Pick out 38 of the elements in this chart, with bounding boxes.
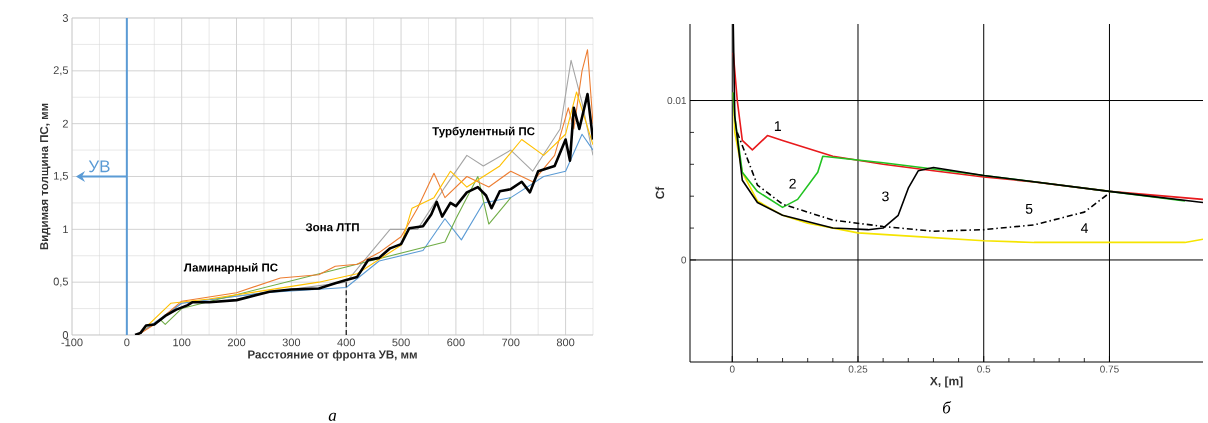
x-tick-label: 200 xyxy=(227,338,246,347)
y-axis-title: Cf xyxy=(655,186,665,199)
text: б xyxy=(942,401,952,414)
x-axis-title: Расстояние от фронта УВ, мм xyxy=(248,350,417,361)
x-tick-label: -100 xyxy=(61,338,83,347)
annotation: 4 xyxy=(1080,223,1088,233)
line-series xyxy=(159,175,512,325)
y-tick-label: 0.01 xyxy=(667,96,686,105)
annotation: 5 xyxy=(1025,204,1033,214)
y-tick-label: 0 xyxy=(62,331,69,339)
x-tick-label: 600 xyxy=(447,338,465,347)
y-tick-label: 1,5 xyxy=(54,172,69,181)
text: а xyxy=(328,412,337,422)
x-tick-label: 300 xyxy=(282,338,301,347)
annotation: 3 xyxy=(882,191,889,202)
y-tick-label: 2 xyxy=(62,119,68,128)
x-tick-label: 0.5 xyxy=(977,365,991,373)
y-axis-title: Видимая толщина ПС, мм xyxy=(40,103,51,250)
ref-line-label: УВ xyxy=(88,160,110,173)
x-tick-label: 400 xyxy=(337,338,355,347)
annotation: 2 xyxy=(789,178,796,189)
y-tick-label: 1 xyxy=(63,225,68,234)
annotation: 1 xyxy=(774,121,781,131)
x-tick-label: 800 xyxy=(556,338,575,347)
x-tick-label: 700 xyxy=(502,338,520,347)
annotation: Зона ЛТП xyxy=(305,223,359,232)
x-axis-title: X, [m] xyxy=(929,376,963,388)
annotation: Турбулентный ПС xyxy=(432,126,535,138)
x-tick-label: 500 xyxy=(392,338,410,347)
annotation: Ламинарный ПС xyxy=(183,262,278,274)
x-tick-label: 100 xyxy=(173,338,191,347)
x-tick-label: 0 xyxy=(124,338,130,347)
x-tick-label: 0.25 xyxy=(848,365,868,373)
y-tick-label: 2,5 xyxy=(53,66,69,76)
y-tick-label: 0,5 xyxy=(53,277,69,287)
x-tick-label: 0 xyxy=(729,365,735,373)
y-tick-label: 3 xyxy=(62,14,68,22)
x-tick-label: 0.75 xyxy=(1100,365,1119,373)
